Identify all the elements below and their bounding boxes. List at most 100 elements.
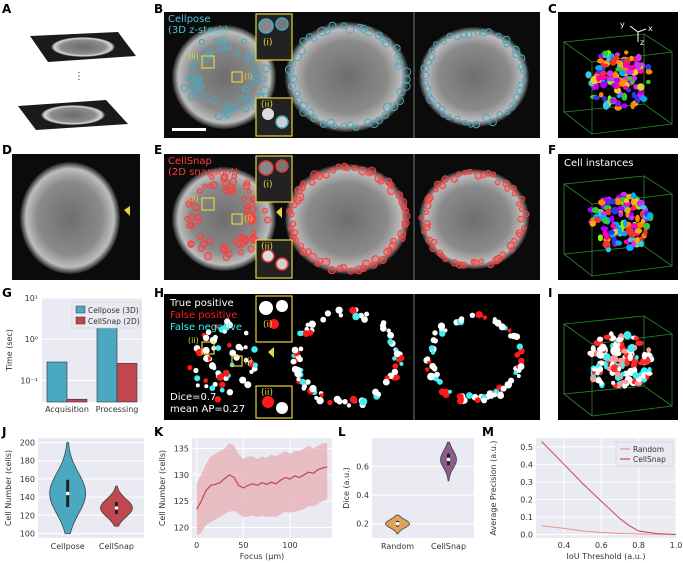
bar	[116, 363, 138, 403]
cell-blob	[629, 55, 634, 62]
y-tick-label: 0.2	[520, 495, 533, 504]
cell-contour	[310, 114, 318, 123]
cell-contour	[329, 167, 337, 174]
cell-blob	[593, 95, 600, 101]
cell-contour	[425, 236, 434, 245]
legend-cellsnap-line2: (2D snapshot)	[168, 167, 239, 178]
cell-contour	[508, 103, 516, 111]
y-tick-label: 0.4	[520, 460, 533, 469]
cell-contour	[519, 195, 526, 202]
cell-contour	[207, 183, 213, 189]
y-tick-label: 180	[20, 457, 35, 466]
panel-label-g: G	[2, 286, 12, 300]
y-tick-label: 120	[174, 523, 189, 532]
cell-contour	[213, 37, 220, 45]
cell-contour	[250, 65, 257, 72]
cell-blob	[640, 218, 646, 224]
cell-blob	[603, 196, 610, 202]
detection-dot	[243, 357, 249, 363]
cell-contour	[187, 73, 196, 83]
detection-dot	[299, 378, 306, 385]
y-tick-label: 0.3	[520, 478, 533, 487]
cell-contour	[420, 64, 429, 73]
cell-blob	[634, 95, 640, 104]
cell-contour	[308, 178, 316, 186]
cell-blob	[625, 69, 634, 75]
panel-b-svg	[172, 12, 529, 138]
cell-contour	[387, 181, 395, 189]
y-tick-label: 100	[20, 529, 35, 538]
cell-blob	[615, 336, 624, 343]
cell-contour	[207, 47, 213, 54]
x-axis-label: Focus (μm)	[240, 552, 285, 561]
detection-dot	[195, 348, 204, 357]
cell-contour	[243, 86, 250, 93]
cell-contour	[511, 237, 518, 244]
cell-contour	[291, 229, 299, 237]
detection-dot	[482, 315, 488, 320]
cell-contour	[426, 95, 435, 104]
cell-contour	[512, 93, 521, 102]
cell-contour	[446, 32, 453, 39]
cell-contour	[246, 189, 252, 195]
cell-contour	[495, 32, 502, 39]
cell-instances-f	[587, 192, 654, 253]
cell-contour	[246, 94, 254, 102]
cell-blob	[631, 91, 637, 99]
cell-blob	[630, 80, 635, 85]
cell-blob	[602, 240, 611, 249]
y-axis-label: Cell Number (cells)	[158, 450, 167, 526]
cell-contour	[186, 221, 194, 229]
y-tick-label: 0.1	[520, 513, 533, 522]
detection-dot	[507, 328, 512, 333]
organoid-b2	[285, 22, 409, 132]
legend-cellsnap: CellSnap (2D snapshot)	[168, 156, 239, 178]
detection-dot	[251, 346, 258, 353]
legend-entry: CellSnap	[633, 455, 666, 464]
cell-blob	[615, 240, 623, 246]
cell-blob	[602, 217, 610, 224]
panel-label-f: F	[548, 143, 557, 157]
series-line	[541, 525, 677, 535]
detection-map-h2	[290, 306, 405, 408]
cell-contour	[198, 38, 206, 46]
detection-dot	[314, 395, 319, 400]
cell-contours-b2	[284, 21, 412, 131]
cell-contour	[423, 209, 429, 216]
cell-blob	[599, 380, 604, 386]
cell-blob	[609, 215, 615, 223]
cell-contour	[336, 265, 344, 273]
panel-label-i: I	[548, 286, 553, 300]
cell-contour	[229, 177, 238, 186]
detection-dot	[429, 362, 436, 370]
cell-blob	[597, 336, 604, 342]
cell-contour	[315, 172, 323, 180]
cell-blob	[615, 67, 623, 72]
cell-blob	[640, 96, 648, 102]
detection-dot	[215, 370, 220, 375]
cell-contour	[188, 198, 195, 205]
cell-contour	[516, 87, 524, 95]
detection-dot	[239, 376, 247, 384]
cell-contours-b3	[420, 28, 528, 129]
x-tick-label: 0.8	[632, 541, 645, 550]
cell-contour	[347, 267, 355, 275]
detection-dot	[448, 389, 452, 394]
panel-label-j: J	[2, 425, 7, 439]
cell-contour	[502, 35, 511, 45]
cell-contour	[504, 109, 511, 115]
detection-dot	[516, 343, 523, 350]
detection-dot	[387, 338, 394, 345]
cell-blob	[627, 353, 633, 362]
cell-blob	[631, 240, 636, 248]
cell-contour	[370, 119, 379, 128]
cell-blob	[615, 100, 621, 107]
detection-dot	[193, 367, 199, 374]
panel-label-d: D	[2, 143, 12, 157]
cell-contour	[295, 192, 305, 202]
cell-contour	[245, 202, 252, 209]
detection-dot	[434, 371, 440, 378]
cell-contour	[394, 52, 401, 60]
detection-dot	[324, 310, 331, 317]
detection-dot	[439, 330, 446, 337]
